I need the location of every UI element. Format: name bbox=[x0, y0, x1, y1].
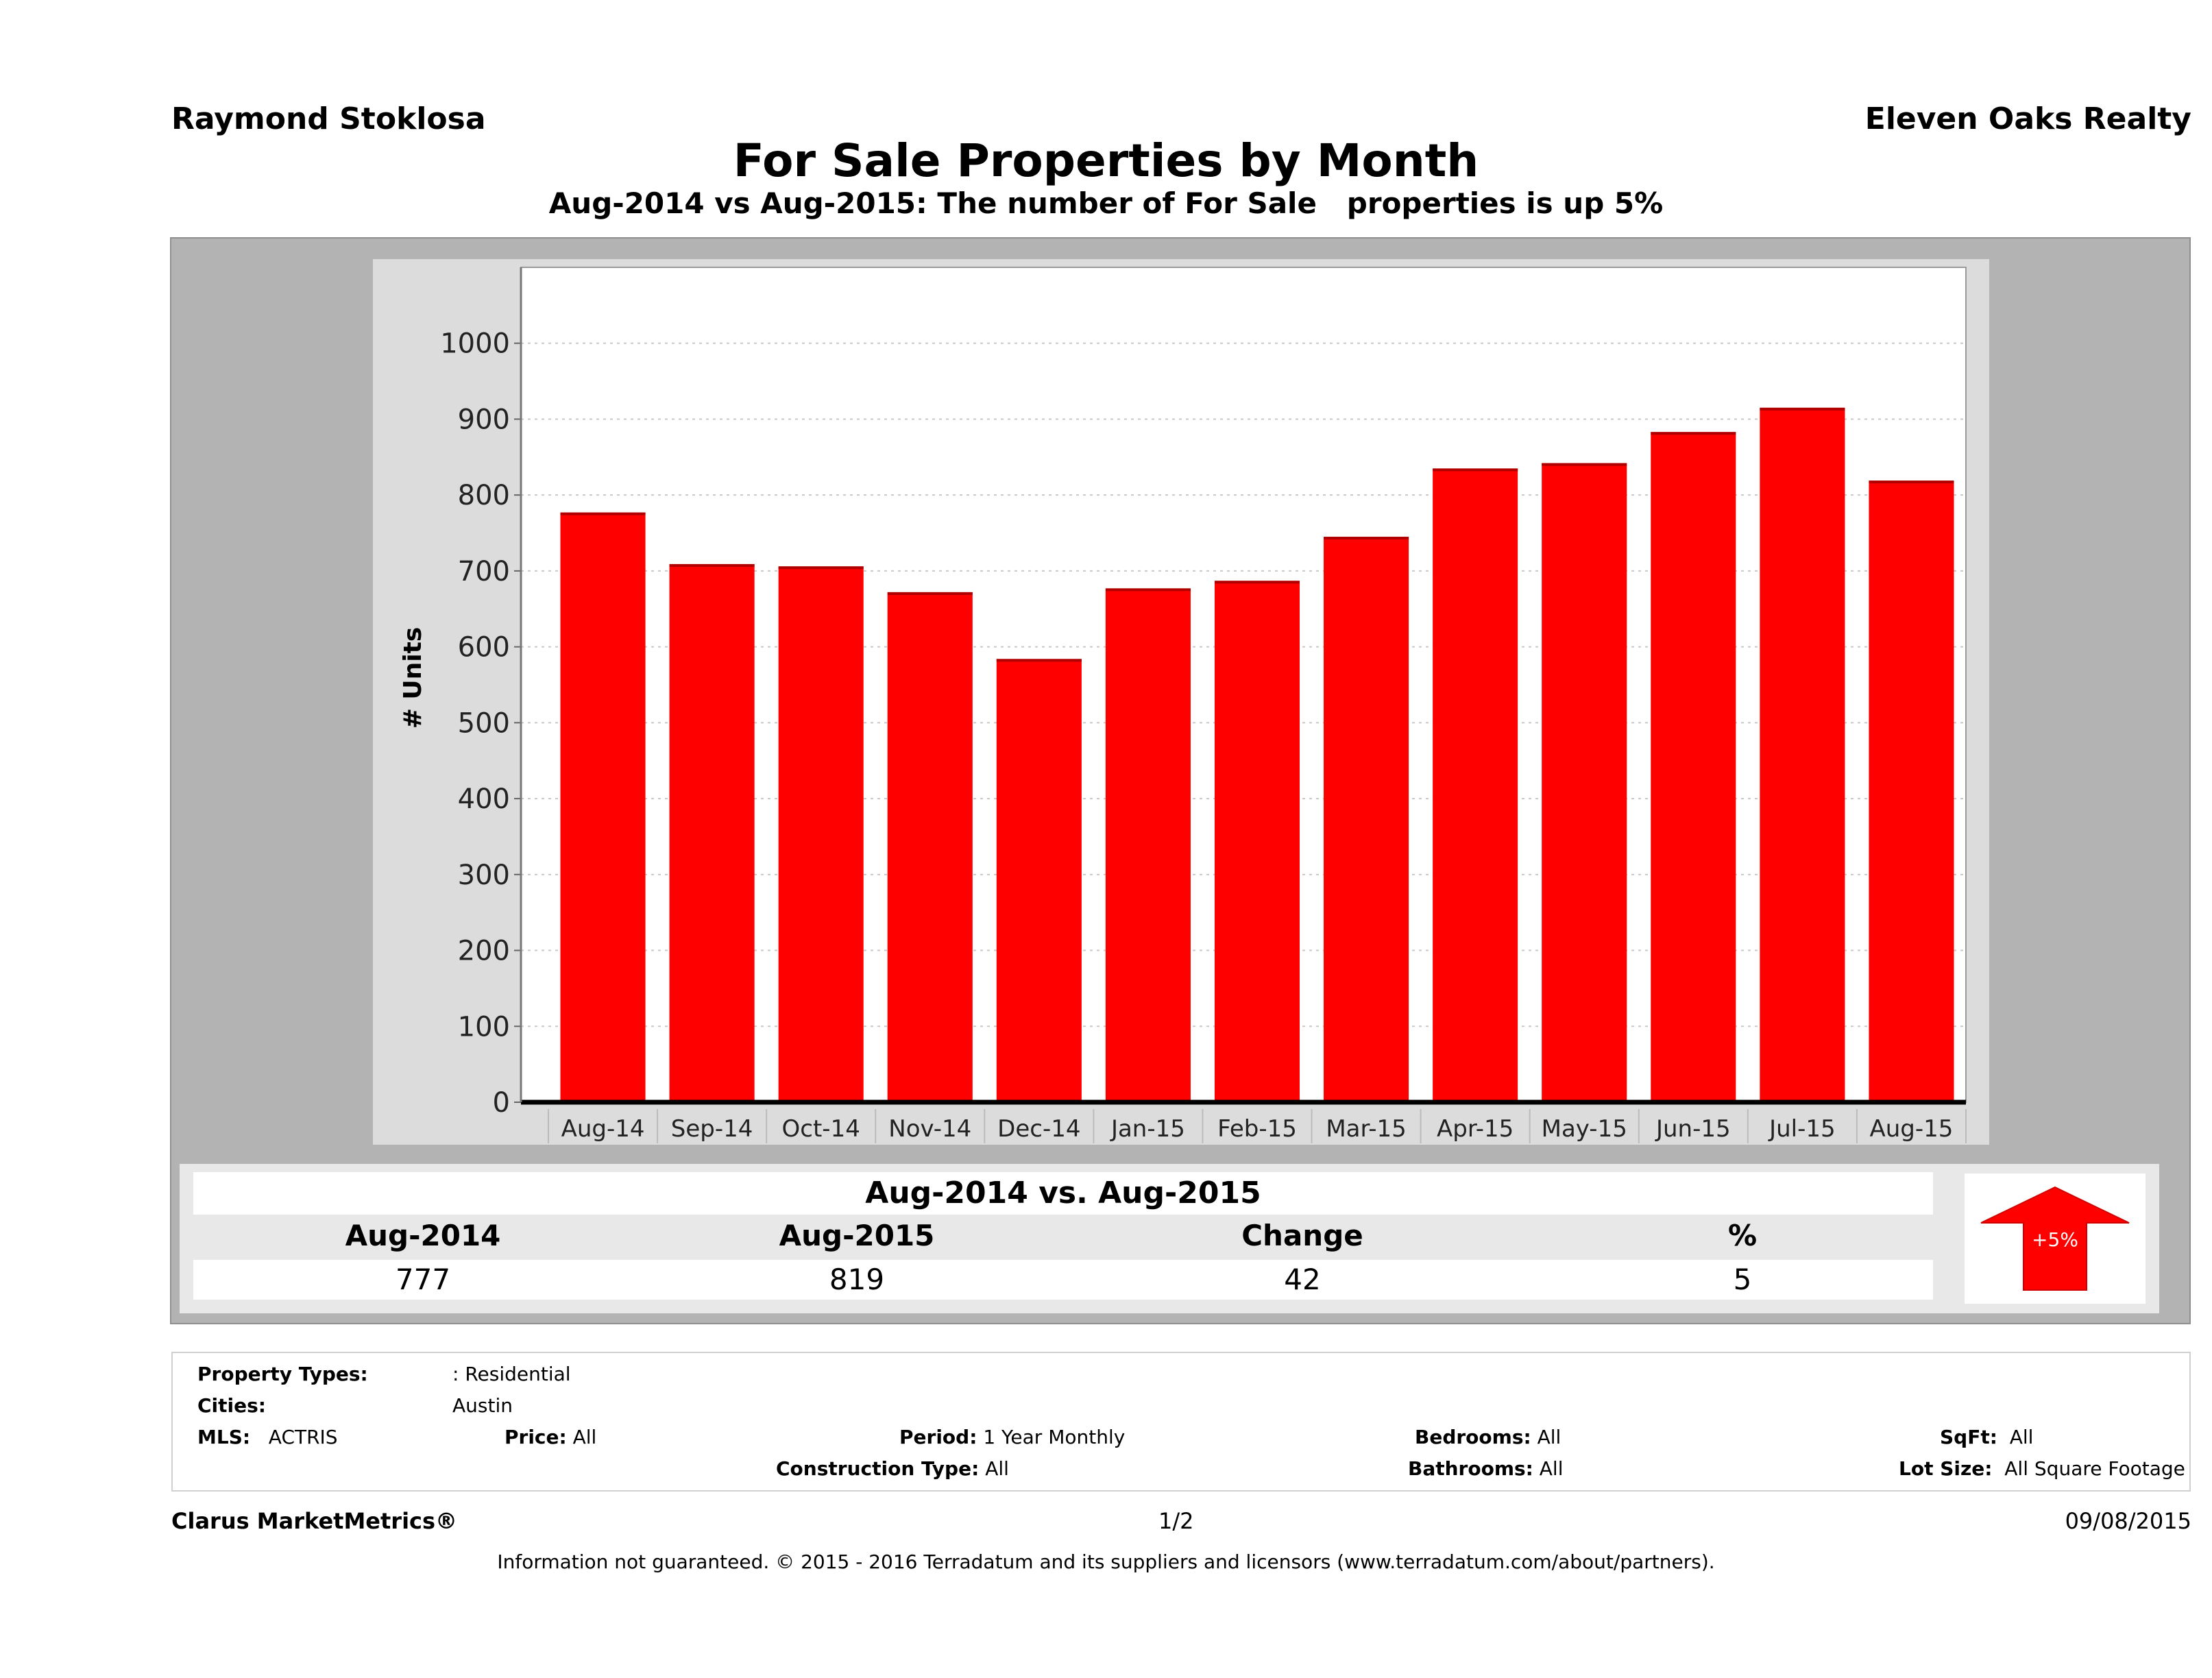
bar-top-edge bbox=[1869, 481, 1954, 484]
product-name: Clarus MarketMetrics® bbox=[171, 1508, 458, 1534]
disclaimer: Information not guaranteed. © 2015 - 201… bbox=[497, 1551, 1715, 1573]
bar-top-edge bbox=[996, 659, 1082, 662]
bar-top-edge bbox=[1542, 463, 1627, 466]
summary-value-aug2014: 777 bbox=[395, 1263, 451, 1296]
bar-top-edge bbox=[560, 512, 646, 515]
bar-jul-15 bbox=[1760, 407, 1845, 1102]
bar-jan-15 bbox=[1105, 588, 1191, 1102]
brokerage-name: Eleven Oaks Realty bbox=[1864, 101, 2191, 136]
bar-aug-15 bbox=[1869, 481, 1954, 1102]
x-tick-label: Mar-15 bbox=[1326, 1115, 1407, 1143]
bar-sep-14 bbox=[669, 563, 755, 1102]
y-tick-label: 800 bbox=[458, 480, 510, 511]
bar-top-edge bbox=[778, 566, 864, 570]
criteria-cities-value: Austin bbox=[452, 1394, 513, 1417]
x-tick-label: May-15 bbox=[1542, 1115, 1627, 1143]
summary-value-change: 42 bbox=[1284, 1263, 1321, 1296]
report-subtitle: Aug-2014 vs Aug-2015: The number of For … bbox=[548, 186, 1664, 220]
x-tick-label: Apr-15 bbox=[1437, 1115, 1514, 1143]
y-tick-label: 700 bbox=[458, 556, 510, 587]
report-date: 09/08/2015 bbox=[2065, 1508, 2191, 1534]
summary-header-percent: % bbox=[1727, 1219, 1758, 1252]
bar-aug-14 bbox=[560, 512, 646, 1102]
change-badge-label: +5% bbox=[2032, 1228, 2078, 1251]
x-tick-label: Jun-15 bbox=[1655, 1115, 1731, 1143]
criteria-bathrooms: Bathrooms: All bbox=[1408, 1457, 1564, 1480]
report-title: For Sale Properties by Month bbox=[733, 134, 1479, 187]
bar-feb-15 bbox=[1214, 581, 1300, 1102]
y-tick-label: 300 bbox=[458, 860, 510, 891]
x-tick-label: Feb-15 bbox=[1217, 1115, 1297, 1143]
x-tick-label: Dec-14 bbox=[997, 1115, 1080, 1143]
summary-value-aug2015: 819 bbox=[829, 1263, 885, 1296]
up-arrow-icon: +5% bbox=[1980, 1186, 2130, 1291]
x-tick-label: Aug-14 bbox=[561, 1115, 645, 1143]
bar-oct-14 bbox=[778, 566, 864, 1102]
x-tick-label: Aug-15 bbox=[1870, 1115, 1954, 1143]
summary-value-row: 777 819 42 5 bbox=[193, 1260, 1933, 1300]
y-tick-label: 200 bbox=[458, 936, 510, 967]
criteria-period: Period: 1 Year Monthly bbox=[899, 1426, 1126, 1448]
criteria-cities-label: Cities: bbox=[197, 1394, 266, 1417]
x-tick-label: Jul-15 bbox=[1768, 1115, 1836, 1143]
criteria-property-types-label: Property Types: bbox=[197, 1363, 368, 1385]
bar-dec-14 bbox=[996, 659, 1082, 1102]
y-tick-label: 900 bbox=[458, 404, 510, 435]
bar-may-15 bbox=[1542, 463, 1627, 1102]
summary-title: Aug-2014 vs. Aug-2015 bbox=[193, 1172, 1933, 1215]
bar-top-edge bbox=[669, 563, 755, 567]
y-tick-label: 1000 bbox=[440, 328, 510, 360]
bar-top-edge bbox=[887, 592, 973, 595]
x-tick-label: Jan-15 bbox=[1110, 1115, 1185, 1143]
x-tick-label: Nov-14 bbox=[888, 1115, 971, 1143]
bar-mar-15 bbox=[1324, 537, 1409, 1102]
summary-header-aug2015: Aug-2015 bbox=[779, 1219, 935, 1252]
summary-header-change: Change bbox=[1241, 1219, 1363, 1252]
bar-top-edge bbox=[1433, 468, 1518, 472]
criteria-bedrooms: Bedrooms: All bbox=[1415, 1426, 1561, 1448]
summary-header-row: Aug-2014 Aug-2015 Change % bbox=[193, 1215, 1933, 1257]
y-tick-label: 400 bbox=[458, 783, 510, 815]
criteria-price: Price: All bbox=[505, 1426, 597, 1448]
bar-jun-15 bbox=[1651, 432, 1736, 1102]
chart-panel: 0 100 200 300 400 500 600 700 800 900 1000 Aug-14 Se… bbox=[373, 259, 1989, 1145]
bar-top-edge bbox=[1214, 581, 1300, 584]
y-tick-label: 500 bbox=[458, 707, 510, 739]
summary-header-aug2014: Aug-2014 bbox=[345, 1219, 501, 1252]
bar-apr-15 bbox=[1433, 468, 1518, 1102]
criteria-mls: MLS: ACTRIS bbox=[197, 1426, 338, 1448]
criteria-property-types-value: : Residential bbox=[452, 1363, 571, 1385]
bar-nov-14 bbox=[887, 592, 973, 1102]
y-axis-label: # Units bbox=[399, 627, 427, 729]
bar-top-edge bbox=[1760, 407, 1845, 411]
bar-chart: 0 100 200 300 400 500 600 700 800 900 1000 Aug-14 Se… bbox=[399, 267, 1967, 1143]
y-tick-label: 600 bbox=[458, 632, 510, 664]
y-tick-label: 100 bbox=[458, 1011, 510, 1043]
bar-top-edge bbox=[1105, 588, 1191, 592]
change-badge: +5% bbox=[1965, 1174, 2146, 1304]
x-tick-label: Sep-14 bbox=[671, 1115, 753, 1143]
search-criteria: Property Types: : Residential Cities: Au… bbox=[171, 1352, 2191, 1492]
bar-top-edge bbox=[1324, 537, 1409, 540]
criteria-sqft: SqFt: All bbox=[1940, 1426, 2034, 1448]
y-tick-label: 0 bbox=[493, 1087, 510, 1119]
x-tick-label: Oct-14 bbox=[782, 1115, 860, 1143]
criteria-construction-type: Construction Type: All bbox=[776, 1457, 1009, 1480]
criteria-lot-size: Lot Size: All Square Footage bbox=[1899, 1457, 2185, 1480]
summary-panel: Aug-2014 vs. Aug-2015 Aug-2014 Aug-2015 … bbox=[180, 1164, 2159, 1313]
page-number: 1/2 bbox=[1158, 1508, 1194, 1534]
agent-name: Raymond Stoklosa bbox=[171, 101, 486, 136]
summary-value-percent: 5 bbox=[1733, 1263, 1752, 1296]
bar-top-edge bbox=[1651, 432, 1736, 435]
